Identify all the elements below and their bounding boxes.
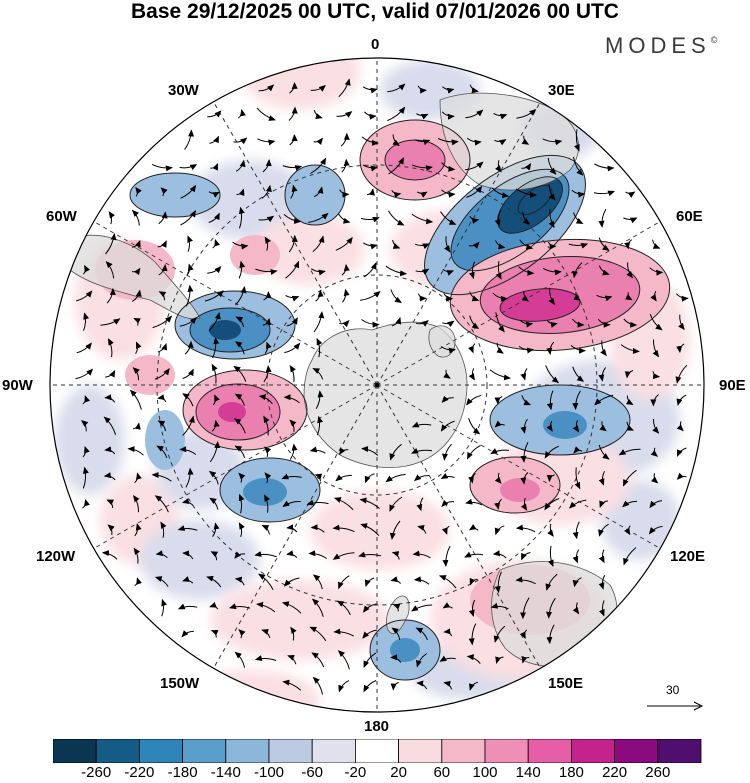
lon-label-30e: 30E xyxy=(548,82,575,99)
lon-label-120e: 120E xyxy=(670,548,706,565)
colorbar-tick-label: 180 xyxy=(558,764,584,781)
colorbar-tick-label: 100 xyxy=(472,764,498,781)
wind-vectors xyxy=(75,78,689,695)
brand-mark: © xyxy=(710,35,718,45)
colorbar-tick-label: -140 xyxy=(210,764,241,781)
colorbar-swatch xyxy=(268,739,313,763)
colorbar-swatch xyxy=(657,739,702,763)
lon-label-30w: 30W xyxy=(168,82,199,99)
colorbar-swatch xyxy=(311,739,356,763)
colorbar-tick-label: -20 xyxy=(344,764,367,781)
continents xyxy=(69,92,618,668)
colorbar-swatch xyxy=(484,739,529,763)
colorbar-tick-label: -100 xyxy=(253,764,285,781)
lon-label-60e: 60E xyxy=(676,208,703,225)
colorbar-tick-label: 140 xyxy=(515,764,541,781)
lon-label-180: 180 xyxy=(364,718,390,735)
lon-label-150e: 150E xyxy=(548,675,584,692)
colorbar-tick-label: 20 xyxy=(390,764,407,781)
brand-name: MODES xyxy=(605,33,711,58)
reference-vector-arrow xyxy=(647,701,704,711)
africa-outline xyxy=(439,92,579,191)
colorbar-swatch xyxy=(354,739,399,763)
colorbar-tick-label: 220 xyxy=(602,764,628,781)
lon-label-0: 0 xyxy=(371,36,380,53)
graticule xyxy=(50,58,704,712)
lon-label-150w: 150W xyxy=(160,675,200,692)
lon-label-90e: 90E xyxy=(719,377,746,394)
colorbar-swatch xyxy=(398,739,443,763)
colorbar-swatch xyxy=(571,739,616,763)
reference-vector-label: 30 xyxy=(666,683,680,697)
modes-logo: MODES© xyxy=(605,33,717,59)
colorbar-tick-label: 260 xyxy=(645,764,671,781)
colorbar-tick-label: -220 xyxy=(124,764,155,781)
colorbar-tick-label: 60 xyxy=(433,764,451,781)
colorbar-tick-label: -180 xyxy=(167,764,198,781)
colorbar-swatch xyxy=(95,739,140,763)
colorbar-swatch xyxy=(527,739,572,763)
colorbar-swatch xyxy=(182,739,227,763)
map-title: Base 29/12/2025 00 UTC, valid 07/01/2026… xyxy=(131,0,619,23)
colorbar-swatch xyxy=(614,739,659,763)
colorbar-swatch xyxy=(441,739,486,763)
south-pole-marker xyxy=(374,382,380,388)
anomaly-field xyxy=(50,58,704,712)
colorbar-tick-label: -60 xyxy=(301,764,324,781)
lon-label-90w: 90W xyxy=(2,377,33,394)
lon-label-120w: 120W xyxy=(36,548,76,565)
map-boundary xyxy=(49,57,705,713)
colorbar-swatch xyxy=(225,739,270,763)
colorbar xyxy=(53,739,702,763)
contour-lines xyxy=(129,119,671,681)
lon-label-60w: 60W xyxy=(46,208,77,225)
colorbar-swatch xyxy=(139,739,184,763)
colorbar-tick-label: -260 xyxy=(81,764,112,781)
colorbar-swatch xyxy=(53,739,97,763)
